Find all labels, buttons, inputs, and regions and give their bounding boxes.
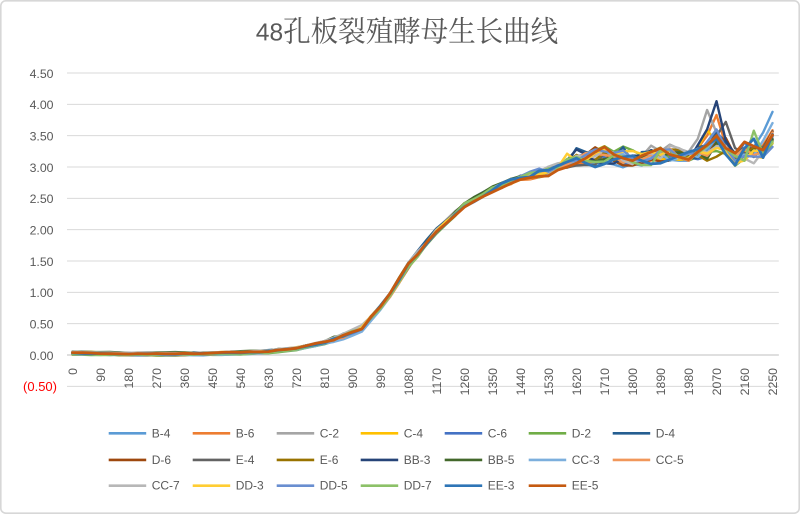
svg-text:1530: 1530 — [542, 368, 556, 396]
svg-text:EE-5: EE-5 — [572, 479, 599, 493]
svg-text:DD-5: DD-5 — [320, 479, 348, 493]
svg-text:540: 540 — [234, 368, 248, 389]
svg-text:1800: 1800 — [626, 368, 640, 396]
svg-text:CC-7: CC-7 — [152, 479, 180, 493]
svg-text:1260: 1260 — [458, 368, 472, 396]
svg-text:1440: 1440 — [514, 368, 528, 396]
svg-text:0.00: 0.00 — [30, 349, 54, 363]
svg-text:EE-3: EE-3 — [488, 479, 515, 493]
svg-text:1.50: 1.50 — [30, 255, 54, 269]
svg-text:B-6: B-6 — [236, 426, 255, 440]
svg-text:0.50: 0.50 — [30, 317, 54, 331]
svg-text:(0.50): (0.50) — [23, 379, 57, 394]
svg-text:2250: 2250 — [766, 368, 780, 396]
svg-text:450: 450 — [206, 368, 220, 389]
svg-text:B-4: B-4 — [152, 426, 171, 440]
svg-text:BB-5: BB-5 — [488, 453, 515, 467]
svg-text:C-6: C-6 — [488, 426, 508, 440]
svg-text:E-4: E-4 — [236, 453, 255, 467]
svg-text:BB-3: BB-3 — [404, 453, 431, 467]
svg-text:DD-7: DD-7 — [404, 479, 432, 493]
svg-text:2070: 2070 — [710, 368, 724, 396]
svg-text:180: 180 — [122, 368, 136, 389]
svg-text:C-4: C-4 — [404, 426, 424, 440]
svg-text:2160: 2160 — [738, 368, 752, 396]
svg-text:D-6: D-6 — [152, 453, 172, 467]
svg-text:1170: 1170 — [430, 368, 444, 395]
svg-text:1080: 1080 — [402, 368, 416, 396]
svg-text:360: 360 — [178, 368, 192, 389]
svg-text:810: 810 — [318, 368, 332, 389]
svg-text:1890: 1890 — [654, 368, 668, 396]
svg-text:D-2: D-2 — [572, 426, 592, 440]
svg-text:CC-5: CC-5 — [656, 453, 684, 467]
svg-text:2.50: 2.50 — [30, 192, 54, 206]
svg-text:4.00: 4.00 — [30, 98, 54, 112]
svg-text:0: 0 — [66, 368, 80, 375]
svg-text:1350: 1350 — [486, 368, 500, 396]
svg-text:630: 630 — [262, 368, 276, 389]
svg-text:1.00: 1.00 — [30, 286, 54, 300]
svg-text:90: 90 — [94, 368, 108, 382]
svg-text:E-6: E-6 — [320, 453, 339, 467]
svg-text:270: 270 — [150, 368, 164, 389]
svg-text:1710: 1710 — [598, 368, 612, 396]
svg-text:720: 720 — [290, 368, 304, 389]
svg-text:3.50: 3.50 — [30, 129, 54, 143]
svg-text:3.00: 3.00 — [30, 161, 54, 175]
svg-text:1620: 1620 — [570, 368, 584, 396]
svg-text:4.50: 4.50 — [30, 67, 54, 81]
svg-text:CC-3: CC-3 — [572, 453, 600, 467]
svg-text:2.00: 2.00 — [30, 223, 54, 237]
svg-text:C-2: C-2 — [320, 426, 340, 440]
svg-text:D-4: D-4 — [656, 426, 676, 440]
svg-text:DD-3: DD-3 — [236, 479, 264, 493]
svg-text:990: 990 — [374, 368, 388, 389]
svg-text:1980: 1980 — [682, 368, 696, 396]
svg-text:900: 900 — [346, 368, 360, 389]
